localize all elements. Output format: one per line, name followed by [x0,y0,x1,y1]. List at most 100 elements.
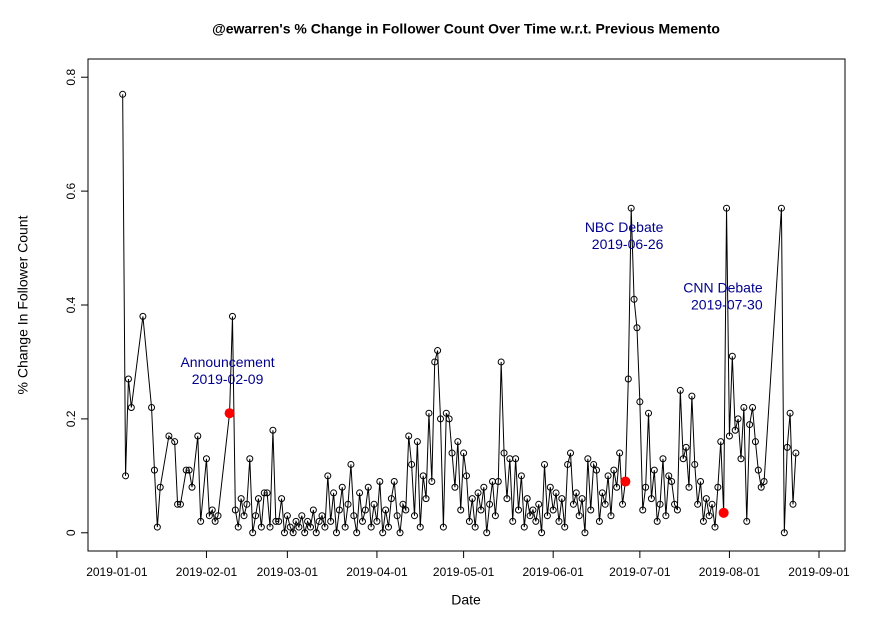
data-point [119,90,127,98]
data-point [567,449,575,457]
data-point [517,472,525,480]
data-point [541,460,549,468]
data-point [318,512,326,520]
data-point [665,472,673,480]
data-point [653,517,661,525]
data-point [578,495,586,503]
data-point [662,512,670,520]
data-point [399,500,407,508]
data-point [182,466,190,474]
data-point [728,352,736,360]
data-point [740,404,748,411]
data-point [656,500,664,508]
data-point [197,517,205,525]
data-point [347,460,355,468]
annotation-label: CNN Debate [683,280,763,296]
data-point [312,529,320,537]
data-point [691,460,699,468]
data-point [185,466,193,474]
data-point [494,478,502,486]
data-point [607,512,615,520]
data-point [434,347,442,355]
data-point [561,523,569,531]
data-point [228,312,236,320]
data-point [786,409,794,417]
data-point [280,529,288,537]
data-point [789,500,797,508]
y-tick-label: 0.4 [64,296,78,313]
data-point [298,512,306,520]
data-point [194,432,202,440]
data-point [364,483,372,491]
data-point [688,392,696,400]
data-point [598,489,606,497]
data-point [465,517,473,525]
data-point [610,466,618,474]
data-point [330,489,338,497]
data-point [309,506,317,514]
data-point [338,483,346,491]
data-point [315,517,323,525]
data-point [503,495,511,503]
data-point [552,489,560,497]
data-point [535,500,543,508]
data-point [231,506,239,514]
data-point [211,517,219,525]
data-point [783,443,791,451]
data-point [373,517,381,525]
data-point [410,512,418,520]
data-point [257,523,265,531]
x-axis-title: Date [451,592,481,608]
data-point [202,455,210,463]
data-point [711,523,719,531]
data-point [442,409,450,417]
x-tick-label: 2019-02-01 [176,565,238,579]
data-point [384,523,392,531]
data-point [529,506,537,514]
annotation-label: Announcement [180,354,274,370]
data-point [526,512,534,520]
annotation-date: 2019-02-09 [192,371,264,387]
data-point [595,517,603,525]
data-point [278,495,286,503]
data-point [777,204,785,212]
data-point [734,415,742,423]
data-point [581,529,589,537]
data-point [405,432,413,440]
data-point [205,512,213,520]
data-point [685,483,693,491]
data-point [208,506,216,514]
data-point [668,478,676,486]
data-point [555,517,563,525]
data-point [491,512,499,520]
data-point [486,500,494,508]
data-point [324,472,332,480]
data-point [451,483,459,491]
data-point [150,466,158,474]
data-point [633,324,641,332]
data-point [480,483,488,491]
data-point [376,478,384,486]
data-point [341,523,349,531]
data-point [743,517,751,525]
x-tick-label: 2019-03-01 [257,565,319,579]
data-point [139,312,147,320]
data-point [575,512,583,520]
y-tick-label: 0 [64,529,78,536]
data-point [153,523,161,531]
highlight-point [718,507,729,518]
data-point [367,523,375,531]
data-point [246,455,254,463]
data-point [445,415,453,423]
data-point [428,478,436,486]
data-point [572,489,580,497]
data-point [301,529,309,537]
data-point [460,449,468,457]
x-tick-label: 2019-01-01 [86,565,148,579]
data-point [252,512,260,520]
x-tick-label: 2019-09-01 [788,565,850,579]
highlight-point [620,476,631,487]
data-point [497,358,505,366]
data-point [171,438,179,446]
